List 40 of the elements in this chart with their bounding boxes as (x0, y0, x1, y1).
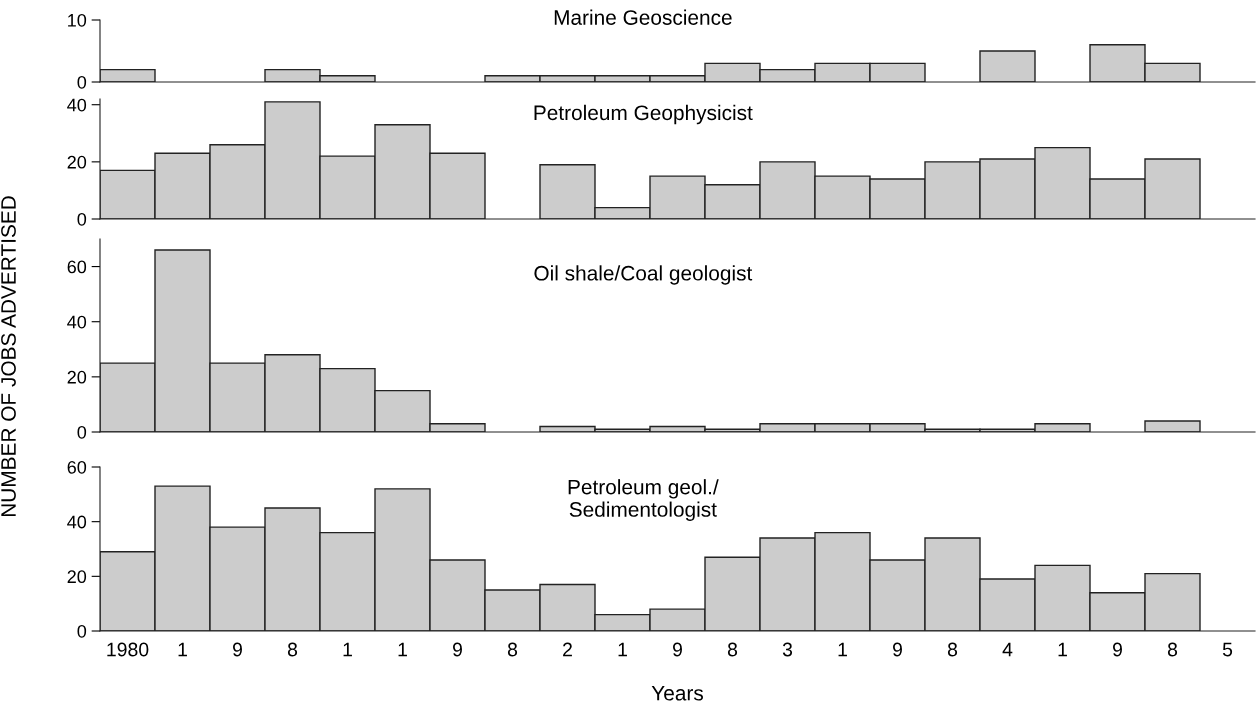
x-tick-label: 8 (1167, 642, 1178, 657)
y-tick-label: 20 (67, 570, 87, 584)
y-tick-label: 0 (77, 425, 87, 439)
x-tick-label: 3 (782, 642, 793, 657)
x-tick-label: 8 (727, 642, 738, 657)
text: Oil shale/Coal geologist (534, 265, 753, 285)
x-tick-label: 9 (453, 642, 462, 657)
x-tick-label: 1 (178, 642, 187, 657)
y-tick-label: 20 (67, 155, 87, 169)
x-tick-label: 9 (233, 642, 242, 657)
y-tick-label: 0 (77, 75, 87, 89)
x-axis-title: Years (651, 686, 704, 701)
chart-title: Petroleum Geophysicist (534, 104, 753, 125)
text: Petroleum geol./ Sedimentologist (568, 479, 719, 521)
y-tick-label: 10 (68, 13, 87, 27)
x-tick-label: 1 (398, 642, 407, 657)
x-tick-label: 9 (1113, 642, 1122, 657)
y-tick-label: 20 (67, 370, 87, 384)
x-tick-label: 8 (287, 642, 298, 657)
y-tick-label: 40 (67, 515, 87, 529)
x-tick-label: 8 (507, 642, 518, 657)
y-tick-label: 60 (67, 460, 87, 474)
y-tick-label: 0 (77, 212, 87, 226)
x-tick-label: 1 (343, 642, 352, 657)
y-tick-label: 40 (67, 98, 87, 112)
x-tick-label: 8 (947, 642, 958, 657)
x-tick-label: 5 (1222, 642, 1233, 657)
y-tick-label: 40 (67, 315, 87, 329)
x-tick-label: 1 (838, 642, 847, 657)
x-tick-label: 1 (618, 642, 627, 657)
x-tick-label: 1 (1058, 642, 1067, 657)
y-tick-label: 0 (77, 624, 87, 638)
y-tick-label: 60 (67, 260, 87, 274)
x-tick-label: 4 (1002, 642, 1013, 657)
x-tick-label: 2 (563, 642, 572, 657)
x-tick-label: 1980 (107, 642, 149, 657)
x-tick-label: 9 (673, 642, 682, 657)
chart-title: Marine Geoscience (554, 9, 732, 25)
y-axis-title: NUMBER OF JOBS ADVERTISED (1, 196, 16, 517)
x-tick-label: 9 (893, 642, 902, 657)
